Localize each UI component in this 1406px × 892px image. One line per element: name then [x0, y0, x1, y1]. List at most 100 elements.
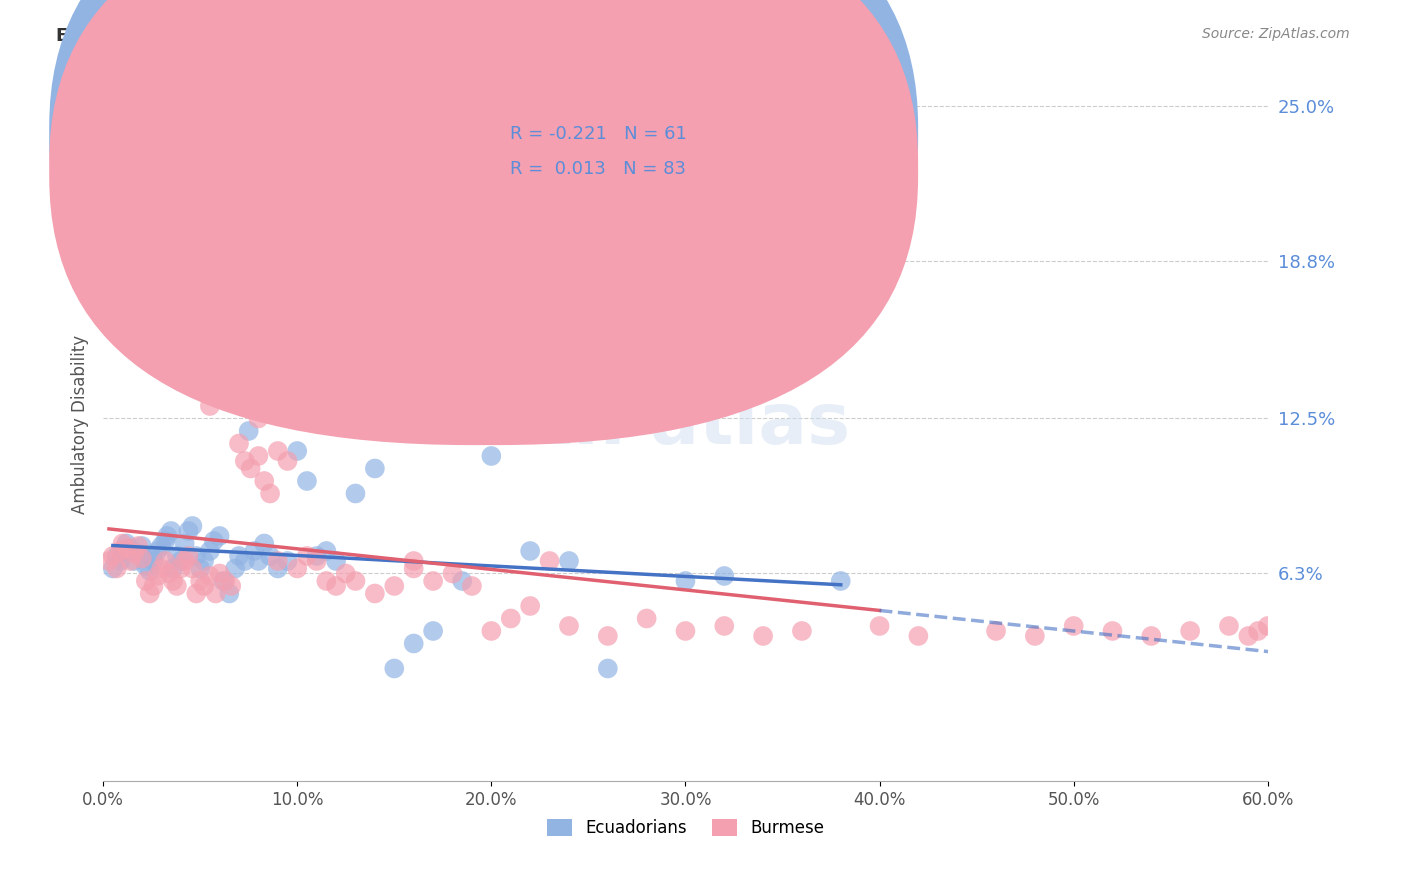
- Point: [146, 544, 169, 558]
- Point: [305, 554, 328, 568]
- Point: [382, 579, 405, 593]
- Point: [214, 574, 236, 588]
- Point: [181, 519, 204, 533]
- Point: [253, 536, 276, 550]
- Point: [1247, 624, 1270, 638]
- Point: [138, 564, 160, 578]
- Point: [267, 561, 290, 575]
- Point: [675, 624, 697, 638]
- Point: [1257, 619, 1279, 633]
- Point: [111, 544, 134, 558]
- Point: [198, 544, 221, 558]
- Point: [315, 544, 337, 558]
- Point: [267, 554, 290, 568]
- Point: [259, 549, 281, 563]
- Point: [202, 533, 225, 548]
- Point: [132, 551, 155, 566]
- Point: [830, 574, 852, 588]
- Point: [166, 579, 188, 593]
- Point: [228, 549, 250, 563]
- Point: [228, 374, 250, 388]
- Point: [105, 549, 128, 563]
- Point: [204, 586, 226, 600]
- Point: [233, 454, 256, 468]
- Point: [295, 549, 318, 563]
- Text: ECUADORIAN VS BURMESE AMBULATORY DISABILITY CORRELATION CHART: ECUADORIAN VS BURMESE AMBULATORY DISABIL…: [56, 27, 808, 45]
- Point: [315, 574, 337, 588]
- Point: [335, 566, 357, 581]
- Point: [441, 566, 464, 581]
- Point: [596, 629, 619, 643]
- Point: [1024, 629, 1046, 643]
- Point: [208, 566, 231, 581]
- Point: [173, 554, 195, 568]
- Point: [115, 541, 138, 556]
- Point: [131, 551, 153, 566]
- Point: [239, 461, 262, 475]
- Point: [142, 554, 165, 568]
- Point: [295, 474, 318, 488]
- Point: [519, 544, 541, 558]
- Point: [1237, 629, 1260, 643]
- Point: [267, 444, 290, 458]
- Point: [479, 624, 502, 638]
- Point: [138, 586, 160, 600]
- Point: [479, 449, 502, 463]
- Point: [325, 579, 347, 593]
- Point: [156, 361, 179, 376]
- Point: [752, 629, 775, 643]
- Point: [105, 561, 128, 575]
- Point: [101, 549, 124, 563]
- Point: [193, 554, 215, 568]
- Legend: Ecuadorians, Burmese: Ecuadorians, Burmese: [540, 813, 831, 844]
- Point: [243, 544, 266, 558]
- Point: [208, 529, 231, 543]
- Point: [120, 541, 142, 556]
- Point: [285, 444, 308, 458]
- Point: [422, 624, 444, 638]
- Point: [150, 561, 173, 575]
- Point: [1178, 624, 1201, 638]
- Point: [247, 449, 270, 463]
- Point: [713, 569, 735, 583]
- Point: [1101, 624, 1123, 638]
- Point: [146, 569, 169, 583]
- Point: [142, 579, 165, 593]
- Point: [869, 619, 891, 633]
- Point: [160, 524, 183, 538]
- Point: [101, 561, 124, 575]
- Point: [325, 554, 347, 568]
- Text: R = -0.221   N = 61: R = -0.221 N = 61: [510, 125, 688, 143]
- Point: [451, 574, 474, 588]
- Point: [1218, 619, 1240, 633]
- Point: [1063, 619, 1085, 633]
- Point: [181, 561, 204, 575]
- Point: [519, 599, 541, 613]
- Point: [461, 579, 484, 593]
- Point: [127, 539, 149, 553]
- Point: [984, 624, 1007, 638]
- Point: [344, 574, 367, 588]
- Point: [155, 533, 177, 548]
- Point: [224, 561, 246, 575]
- Point: [238, 424, 260, 438]
- Point: [422, 574, 444, 588]
- Point: [277, 554, 299, 568]
- Text: ZIPatlas: ZIPatlas: [520, 390, 851, 459]
- Point: [150, 539, 173, 553]
- Point: [402, 561, 425, 575]
- Point: [115, 536, 138, 550]
- Point: [162, 574, 184, 588]
- Point: [636, 611, 658, 625]
- Point: [247, 554, 270, 568]
- Point: [188, 574, 211, 588]
- Point: [193, 579, 215, 593]
- Point: [344, 486, 367, 500]
- Point: [170, 561, 193, 575]
- Point: [198, 569, 221, 583]
- Point: [675, 574, 697, 588]
- Point: [166, 549, 188, 563]
- Point: [212, 574, 235, 588]
- Point: [157, 566, 180, 581]
- Point: [305, 549, 328, 563]
